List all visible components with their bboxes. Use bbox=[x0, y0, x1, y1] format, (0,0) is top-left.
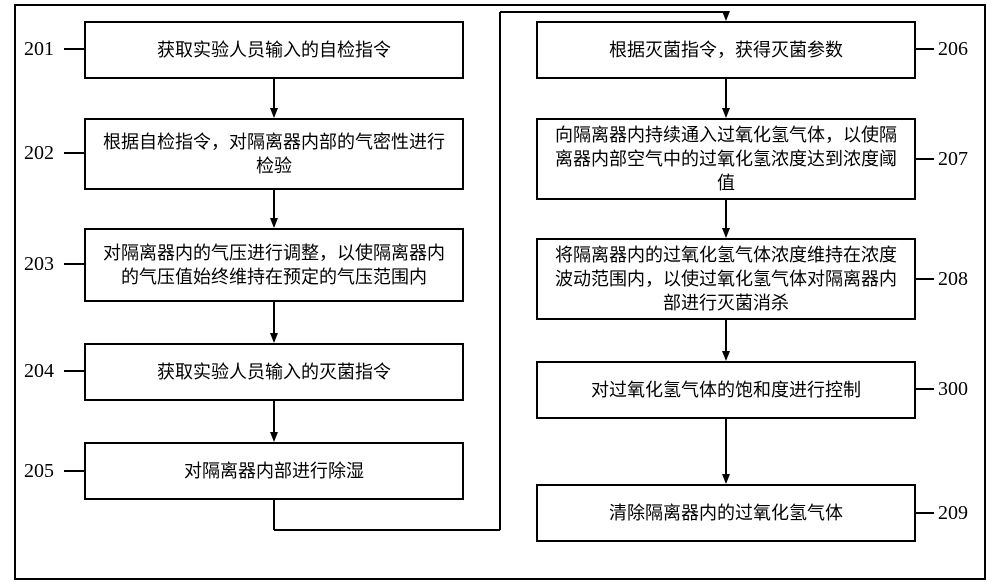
flow-step: 获取实验人员输入的灭菌指令 bbox=[84, 343, 464, 401]
flowchart-canvas: 获取实验人员输入的自检指令根据自检指令，对隔离器内部的气密性进行检验对隔离器内的… bbox=[0, 0, 1000, 584]
flow-step-text: 根据灭菌指令，获得灭菌参数 bbox=[609, 38, 843, 62]
step-number-label: 201 bbox=[24, 38, 54, 61]
flow-step: 对过氧化氢气体的饱和度进行控制 bbox=[536, 361, 916, 419]
step-number-label: 208 bbox=[938, 268, 968, 291]
step-number-label: 207 bbox=[938, 148, 968, 171]
flow-step: 向隔离器内持续通入过氧化氢气体，以使隔离器内部空气中的过氧化氢浓度达到浓度阈值 bbox=[536, 118, 916, 200]
flow-step: 清除隔离器内的过氧化氢气体 bbox=[536, 484, 916, 542]
flow-step: 对隔离器内部进行除湿 bbox=[84, 442, 464, 500]
flow-step-text: 清除隔离器内的过氧化氢气体 bbox=[609, 501, 843, 525]
flow-step-text: 对隔离器内的气压进行调整，以使隔离器内的气压值始终维持在预定的气压范围内 bbox=[96, 241, 452, 290]
flow-step-text: 根据自检指令，对隔离器内部的气密性进行检验 bbox=[96, 130, 452, 179]
step-number-label: 203 bbox=[24, 253, 54, 276]
step-number-label: 205 bbox=[24, 460, 54, 483]
flow-step-text: 获取实验人员输入的自检指令 bbox=[157, 38, 391, 62]
flow-step: 根据自检指令，对隔离器内部的气密性进行检验 bbox=[84, 118, 464, 190]
flow-step: 根据灭菌指令，获得灭菌参数 bbox=[536, 21, 916, 79]
flow-step: 对隔离器内的气压进行调整，以使隔离器内的气压值始终维持在预定的气压范围内 bbox=[84, 228, 464, 302]
flow-step-text: 对过氧化氢气体的饱和度进行控制 bbox=[591, 378, 861, 402]
flow-step: 将隔离器内的过氧化氢气体浓度维持在浓度波动范围内，以使过氧化氢气体对隔离器内部进… bbox=[536, 238, 916, 320]
flow-step: 获取实验人员输入的自检指令 bbox=[84, 21, 464, 79]
flow-step-text: 获取实验人员输入的灭菌指令 bbox=[157, 360, 391, 384]
step-number-label: 209 bbox=[938, 502, 968, 525]
step-number-label: 202 bbox=[24, 142, 54, 165]
flow-step-text: 将隔离器内的过氧化氢气体浓度维持在浓度波动范围内，以使过氧化氢气体对隔离器内部进… bbox=[548, 243, 904, 316]
flow-step-text: 对隔离器内部进行除湿 bbox=[184, 459, 364, 483]
step-number-label: 204 bbox=[24, 360, 54, 383]
step-number-label: 206 bbox=[938, 38, 968, 61]
step-number-label: 300 bbox=[938, 378, 968, 401]
flow-step-text: 向隔离器内持续通入过氧化氢气体，以使隔离器内部空气中的过氧化氢浓度达到浓度阈值 bbox=[548, 123, 904, 196]
